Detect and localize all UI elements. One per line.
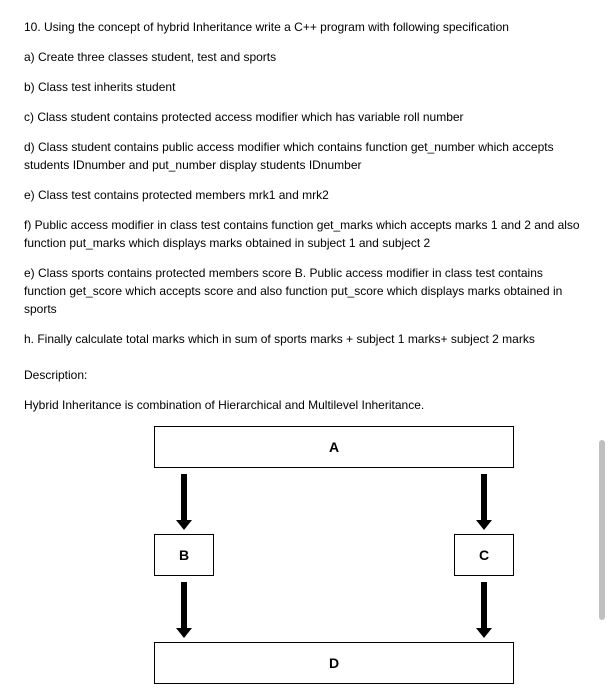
spec-item-d: d) Class student contains public access … — [24, 138, 585, 174]
inheritance-diagram: A B C D — [94, 426, 554, 666]
spec-item-b: b) Class test inherits student — [24, 78, 585, 96]
spec-item-c: c) Class student contains protected acce… — [24, 108, 585, 126]
diagram-node-b: B — [154, 534, 214, 576]
spec-item-a: a) Create three classes student, test an… — [24, 48, 585, 66]
question-title: 10. Using the concept of hybrid Inherita… — [24, 18, 585, 36]
arrow-c-to-d — [481, 582, 487, 630]
diagram-node-a: A — [154, 426, 514, 468]
arrow-a-to-c — [481, 474, 487, 522]
spec-item-g: e) Class sports contains protected membe… — [24, 264, 585, 318]
spec-item-h: h. Finally calculate total marks which i… — [24, 330, 585, 348]
vertical-scrollbar[interactable] — [599, 440, 605, 620]
description-heading: Description: — [24, 366, 585, 384]
diagram-node-d: D — [154, 642, 514, 684]
document-content: 10. Using the concept of hybrid Inherita… — [0, 0, 609, 666]
description-text: Hybrid Inheritance is combination of Hie… — [24, 396, 585, 414]
arrow-a-to-b — [181, 474, 187, 522]
diagram-node-c: C — [454, 534, 514, 576]
arrow-b-to-d — [181, 582, 187, 630]
spec-item-f: f) Public access modifier in class test … — [24, 216, 585, 252]
spec-item-e: e) Class test contains protected members… — [24, 186, 585, 204]
